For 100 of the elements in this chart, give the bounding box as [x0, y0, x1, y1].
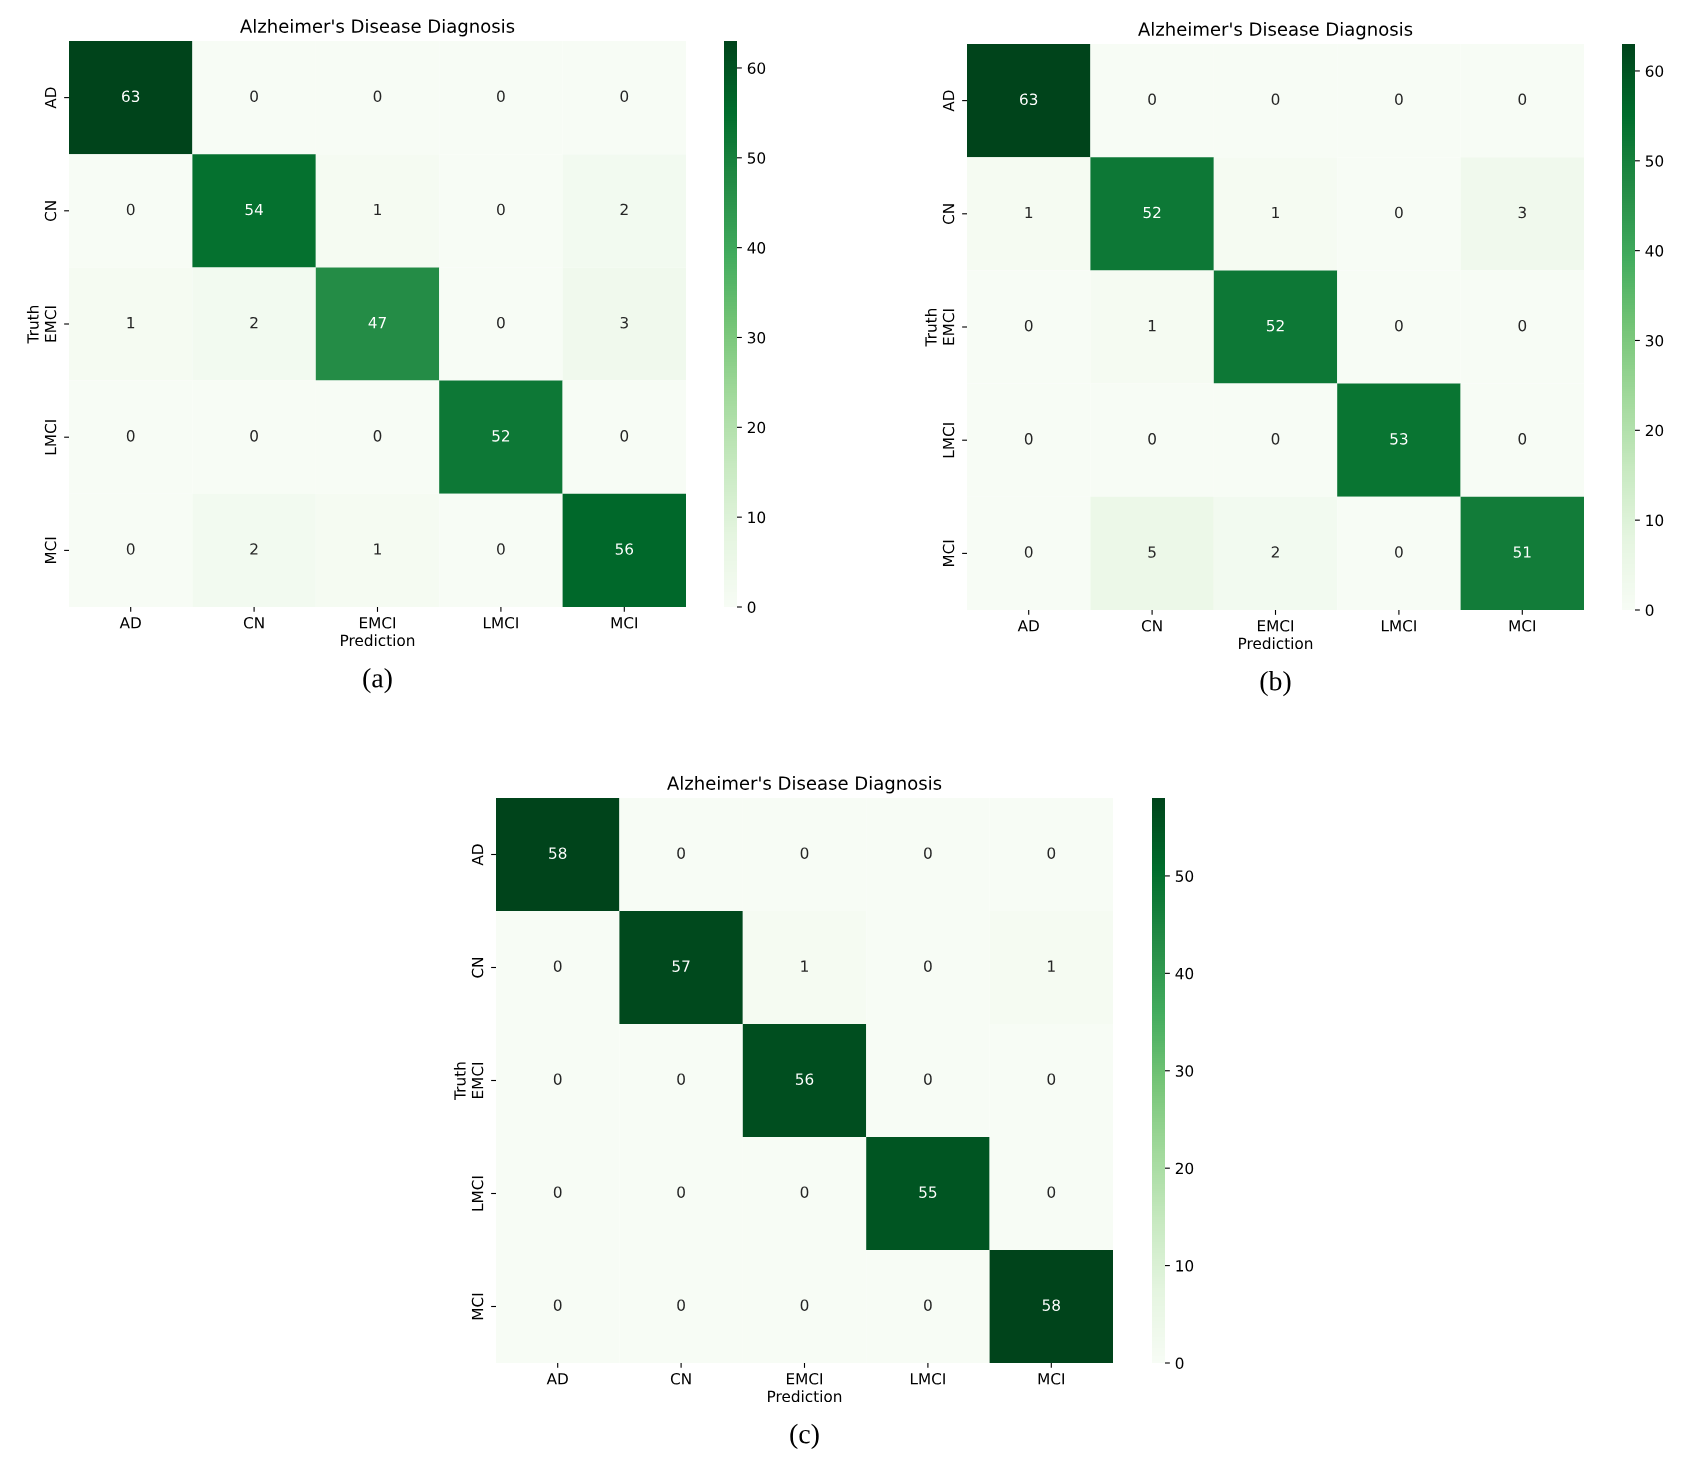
data-label: 0 [1047, 1186, 1056, 1198]
chart-title: Alzheimer's Disease Diagnosis [240, 18, 515, 37]
y-tick-label: EMCI [942, 309, 955, 345]
x-tick-label: CN [1141, 619, 1162, 632]
color-bar-label: 60 [1645, 65, 1664, 77]
color-bar-label: 0 [747, 601, 756, 614]
data-label: 63 [1020, 93, 1038, 106]
data-label: 3 [620, 316, 628, 329]
data-label: 1 [1272, 206, 1279, 219]
data-label: 0 [553, 960, 562, 972]
x-axis-title: Prediction [341, 634, 415, 647]
color-bar-label: 40 [747, 242, 766, 254]
data-label: 0 [800, 847, 809, 859]
text: (c) [790, 1423, 819, 1450]
y-axis-title: Truth [453, 1062, 466, 1100]
color-bar-label: 30 [747, 331, 766, 344]
data-label: 53 [1390, 433, 1408, 445]
color-bar-label: 20 [747, 421, 766, 434]
data-label: 0 [126, 543, 135, 555]
data-label: 52 [1266, 319, 1284, 332]
x-tick-label: LMCI [1381, 619, 1416, 632]
data-label: 58 [549, 847, 567, 859]
data-label: 0 [1518, 319, 1527, 332]
y-tick-label: LMCI [471, 1176, 484, 1211]
color-bar-label: 10 [1646, 514, 1664, 527]
data-label: 3 [1518, 206, 1526, 219]
data-label: 0 [924, 1073, 932, 1085]
data-label: 0 [1024, 433, 1033, 445]
data-label: 51 [1513, 546, 1531, 558]
data-label: 0 [1024, 546, 1033, 558]
data-label: 0 [924, 1299, 932, 1311]
data-label: 0 [1395, 93, 1403, 106]
color-bar-label: 10 [748, 511, 766, 524]
x-axis-title: Prediction [768, 1390, 842, 1403]
y-tick-label: MCI [942, 540, 955, 567]
data-label: 1 [374, 543, 381, 555]
data-label: 0 [497, 543, 505, 555]
data-label: 0 [924, 960, 932, 972]
data-label: 58 [1042, 1299, 1060, 1311]
y-tick-label: AD [471, 844, 484, 866]
data-label: 0 [373, 430, 382, 442]
y-axis-title: Truth [26, 305, 39, 344]
data-label: 1 [801, 960, 808, 972]
chart-title: Alzheimer's Disease Diagnosis [1138, 21, 1413, 40]
x-tick-label: AD [546, 1373, 568, 1385]
data-label: 0 [553, 1073, 562, 1085]
data-label: 0 [800, 1186, 809, 1198]
color-bar-label: 50 [1645, 155, 1664, 167]
data-label: 1 [374, 203, 381, 216]
data-label: 0 [1024, 319, 1033, 332]
data-label: 0 [800, 1299, 809, 1311]
x-tick-label: AD [1017, 620, 1039, 632]
y-tick-label: MCI [44, 537, 57, 564]
text: (b) [1260, 670, 1291, 697]
y-axis-title: Truth [924, 308, 937, 347]
data-label: 1 [127, 317, 135, 329]
data-label: 0 [677, 847, 685, 859]
color-bar-label: 10 [1176, 1260, 1194, 1272]
data-label: 0 [1047, 847, 1056, 859]
data-label: 63 [122, 90, 140, 103]
color-bar-label: 20 [1645, 424, 1664, 437]
data-label: 2 [250, 543, 258, 555]
x-tick-label: CN [243, 616, 264, 629]
color-bar-label: 0 [1645, 604, 1654, 617]
x-axis-title: Prediction [1239, 637, 1313, 650]
data-label: 2 [620, 203, 628, 216]
color-bar-label: 40 [1645, 245, 1664, 257]
x-tick-label: MCI [611, 616, 637, 629]
y-tick-label: CN [942, 204, 955, 224]
data-label: 1 [1025, 206, 1033, 219]
y-tick-label: MCI [471, 1293, 484, 1320]
y-tick-label: EMCI [44, 306, 57, 342]
data-label: 0 [1271, 433, 1280, 445]
data-label: 0 [620, 430, 629, 442]
data-label: 0 [1148, 93, 1156, 106]
x-tick-label: EMCI [786, 1372, 822, 1385]
color-bar-label: 50 [1175, 870, 1194, 882]
data-label: 1 [1048, 960, 1055, 972]
data-label: 0 [924, 847, 932, 859]
y-tick-label: CN [471, 957, 484, 978]
data-label: 0 [677, 1299, 685, 1311]
x-tick-label: LMCI [910, 1372, 945, 1385]
color-bar-label: 0 [1175, 1357, 1184, 1370]
data-label: 56 [795, 1073, 814, 1085]
data-label: 55 [919, 1186, 937, 1198]
y-tick-label: LMCI [44, 420, 57, 455]
data-label: 0 [497, 90, 505, 103]
data-label: 0 [620, 90, 629, 103]
data-label: 0 [497, 203, 505, 216]
data-label: 57 [672, 960, 690, 972]
data-label: 54 [245, 203, 263, 216]
data-label: 0 [1518, 433, 1527, 445]
color-bar-label: 40 [1175, 967, 1194, 980]
color-bar-label: 30 [1175, 1065, 1194, 1077]
color-bar-label: 60 [747, 62, 766, 74]
data-label: 0 [1518, 93, 1527, 106]
data-label: 0 [1395, 206, 1403, 219]
data-label: 0 [1047, 1073, 1056, 1085]
data-label: 52 [492, 430, 510, 442]
data-label: 0 [373, 90, 382, 103]
